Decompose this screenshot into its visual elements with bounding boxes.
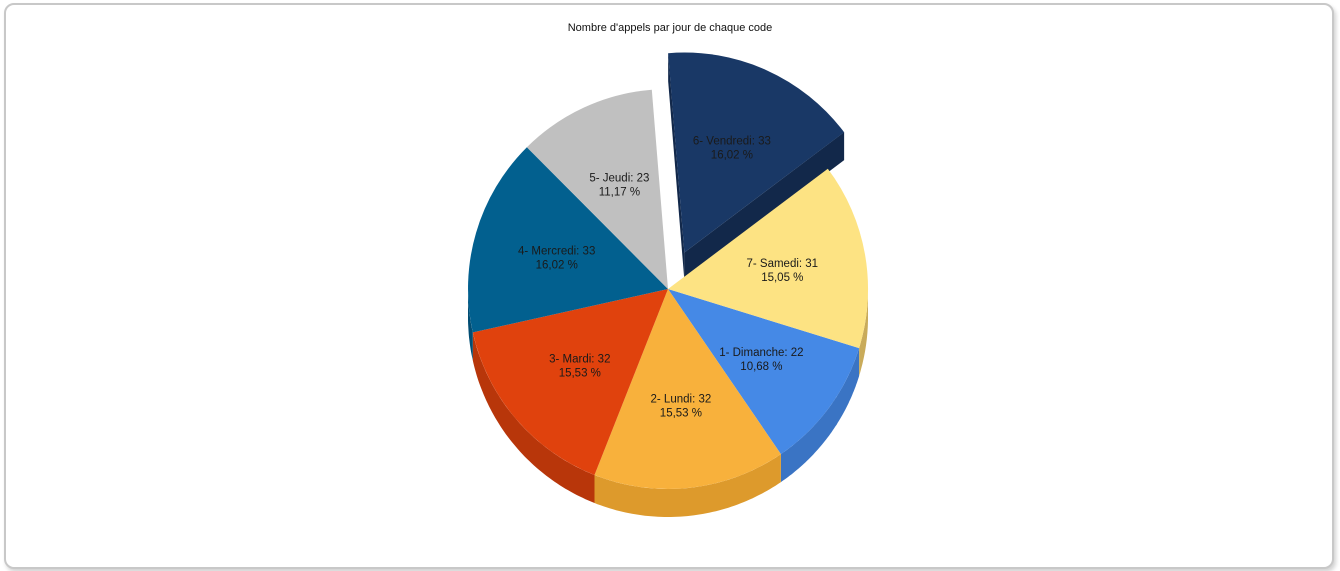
pie-side-7-samedi xyxy=(859,289,868,377)
pie-side-2-lundi xyxy=(594,454,781,517)
slice-label-7-samedi: 7- Samedi: 31 xyxy=(746,258,818,270)
pie-slice-3-mardi[interactable] xyxy=(472,289,668,475)
slice-percent-2-lundi: 15,53 % xyxy=(660,407,702,419)
pie-slice-1-dimanche[interactable] xyxy=(668,289,860,455)
pie-cut-face-6-vendredi-0 xyxy=(668,53,685,281)
pie-slice-5-jeudi[interactable] xyxy=(526,89,668,289)
slice-percent-6-vendredi: 16,02 % xyxy=(711,150,753,162)
pie-slice-2-lundi[interactable] xyxy=(594,289,781,490)
slice-percent-3-mardi: 15,53 % xyxy=(559,367,601,379)
pie-side-4-mercredi xyxy=(468,289,473,361)
slice-label-3-mardi: 3- Mardi: 32 xyxy=(549,353,610,365)
slice-percent-1-dimanche: 10,68 % xyxy=(740,361,782,373)
pie-sides xyxy=(468,53,868,517)
pie-slice-4-mercredi[interactable] xyxy=(468,147,668,333)
chart-title: Nombre d'appels par jour de chaque code xyxy=(567,22,773,34)
pie-slice-7-samedi[interactable] xyxy=(668,168,869,349)
slice-label-2-lundi: 2- Lundi: 32 xyxy=(651,393,712,405)
pie-slice-6-vendredi[interactable] xyxy=(668,52,845,253)
slice-percent-4-mercredi: 16,02 % xyxy=(536,259,578,271)
slice-label-4-mercredi: 4- Mercredi: 33 xyxy=(518,245,595,257)
slice-percent-5-jeudi: 11,17 % xyxy=(599,187,640,199)
pie-labels: 1- Dimanche: 22 10,68 % 2- Lundi: 32 15,53 … xyxy=(518,136,818,420)
pie-side-1-dimanche xyxy=(780,348,860,483)
pie-side-3-mardi xyxy=(472,332,595,503)
pie-tops xyxy=(468,52,869,490)
slice-label-6-vendredi: 6- Vendredi: 33 xyxy=(693,136,771,148)
pie-cut-face-6-vendredi-1 xyxy=(684,132,845,281)
slice-label-1-dimanche: 1- Dimanche: 22 xyxy=(719,347,803,359)
slice-percent-7-samedi: 15,05 % xyxy=(761,272,803,284)
slice-label-5-jeudi: 5- Jeudi: 23 xyxy=(589,173,649,185)
